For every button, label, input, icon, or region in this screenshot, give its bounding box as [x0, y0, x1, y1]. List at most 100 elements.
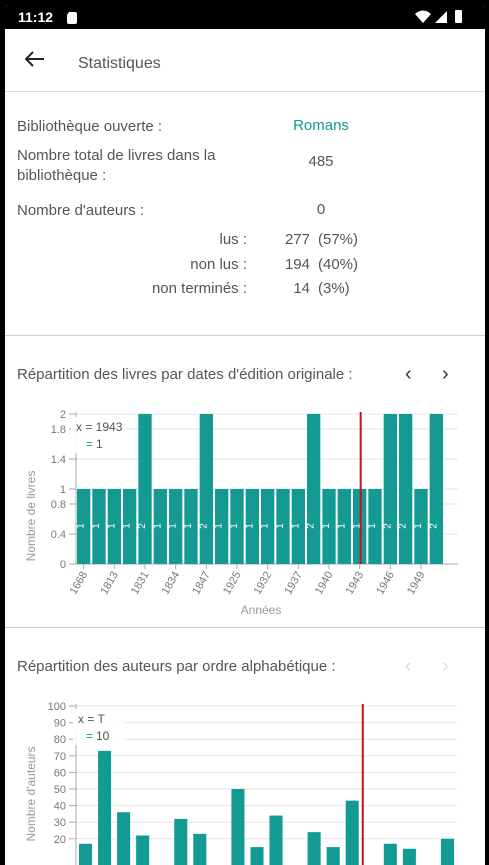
y-axis-title: Nombre d'auteurs [24, 746, 38, 841]
y-tick-label: 50 [54, 784, 66, 796]
wifi-icon [415, 10, 431, 23]
authors-by-letter-title: Répartition des auteurs par ordre alphab… [17, 658, 336, 675]
read-count: 277 [284, 231, 310, 248]
y-tick-label: 70 [54, 751, 66, 763]
bar-label: 1 [321, 523, 332, 529]
bar [307, 832, 321, 865]
y-tick-label: 0.4 [51, 529, 66, 541]
y-tick-label: 2 [60, 409, 66, 421]
unfinished-label: non terminés : [151, 280, 247, 297]
unread-count: 194 [284, 256, 310, 273]
bar [199, 414, 213, 564]
bar [261, 489, 275, 564]
chevron-left-icon[interactable]: ‹ [405, 655, 412, 677]
y-tick-label: 1.8 [51, 424, 66, 436]
library-label: Bibliothèque ouverte : [17, 118, 163, 135]
sim-card-icon [67, 11, 77, 27]
bar-label: 1 [290, 523, 301, 529]
y-tick-label: 1.4 [51, 454, 66, 466]
bar [345, 800, 359, 865]
bar [215, 489, 229, 564]
bar [231, 789, 245, 865]
bar [322, 489, 336, 564]
bar [79, 843, 93, 865]
bar-label: 1 [367, 523, 378, 529]
bar [276, 489, 290, 564]
bar [153, 489, 167, 564]
bar [136, 835, 150, 865]
bar-label: 1 [152, 523, 163, 529]
bar-label: 1 [76, 523, 87, 529]
unfinished-count: 14 [293, 280, 310, 297]
bar [98, 750, 112, 865]
bar [269, 815, 283, 865]
bar [138, 414, 152, 564]
chevron-left-icon[interactable]: ‹ [405, 363, 412, 385]
bar-label: 2 [382, 523, 393, 529]
bar-label: 1 [413, 523, 424, 529]
bar [230, 489, 244, 564]
bar [92, 489, 106, 564]
bar-label: 1 [122, 523, 133, 529]
x-tick-label: 1847 [190, 570, 213, 597]
tooltip-x: x = T [78, 712, 105, 726]
bar [291, 489, 305, 564]
x-tick-label: 1813 [98, 570, 121, 597]
x-tick-label: 1949 [405, 570, 428, 597]
read-percent: (57%) [318, 231, 359, 248]
x-tick-label: 1831 [129, 570, 152, 597]
y-tick-label: 60 [54, 767, 66, 779]
y-tick-label: 20 [54, 834, 66, 846]
signal-icon [435, 11, 447, 23]
x-tick-label: 1943 [344, 570, 367, 597]
unfinished-percent: (3%) [318, 280, 350, 297]
bar [399, 414, 413, 564]
tooltip-marker: = [86, 729, 93, 743]
y-tick-label: 0 [60, 559, 66, 571]
bar [107, 489, 121, 564]
bar [383, 843, 397, 865]
chevron-right-icon[interactable]: › [442, 363, 449, 385]
bar-label: 1 [275, 523, 286, 529]
bar [117, 812, 131, 865]
bar [307, 414, 321, 564]
phone-screen: 11:12 Statistiques Bibliothèque ouverte … [5, 5, 485, 865]
bar [402, 848, 416, 865]
books-by-year-title: Répartition des livres par dates d'éditi… [17, 366, 353, 383]
bar-label: 1 [183, 523, 194, 529]
bar [77, 489, 91, 564]
bar [326, 847, 340, 865]
stats-summary: Bibliothèque ouverte : Romans Nombre tot… [5, 91, 485, 336]
bar [123, 489, 137, 564]
bar-label: 2 [198, 523, 209, 529]
unread-label: non lus : [190, 256, 247, 273]
x-tick-label: 1932 [252, 570, 275, 597]
y-tick-label: 100 [48, 701, 66, 713]
bar [174, 818, 188, 865]
books-by-year-chart[interactable]: 00.40.811.41.821 1 1 1 2 1 1 1 2 1 1 1 1 1 1 2 1 1 1 1 2 2 1 21… [5, 402, 485, 627]
bar-label: 2 [428, 523, 439, 529]
library-value[interactable]: Romans [293, 117, 349, 134]
back-arrow-icon[interactable] [24, 51, 45, 72]
bar-label: 2 [306, 523, 317, 529]
bar [245, 489, 259, 564]
bar-label: 1 [214, 523, 225, 529]
tooltip-marker: = [86, 437, 93, 451]
bar-label: 1 [336, 523, 347, 529]
bar [440, 838, 454, 865]
authors-by-letter-chart[interactable]: 20 30 40 50 60 70 80 90 100 x = T = 10 Nombre d'aute… [5, 694, 485, 865]
x-tick-label: 1937 [282, 570, 305, 597]
x-tick-label: 1946 [374, 570, 397, 597]
bar-label: 2 [137, 523, 148, 529]
read-label: lus : [219, 231, 247, 248]
x-axis-title: Années [241, 603, 282, 617]
x-tick-label: 1668 [68, 570, 91, 597]
bar-label: 1 [260, 523, 271, 529]
status-icons [415, 9, 475, 28]
bar-label: 1 [106, 523, 117, 529]
bar [368, 489, 382, 564]
y-tick-label: 40 [54, 801, 66, 813]
tooltip-box [71, 417, 127, 453]
chevron-right-icon[interactable]: › [442, 655, 449, 677]
unread-percent: (40%) [318, 256, 359, 273]
